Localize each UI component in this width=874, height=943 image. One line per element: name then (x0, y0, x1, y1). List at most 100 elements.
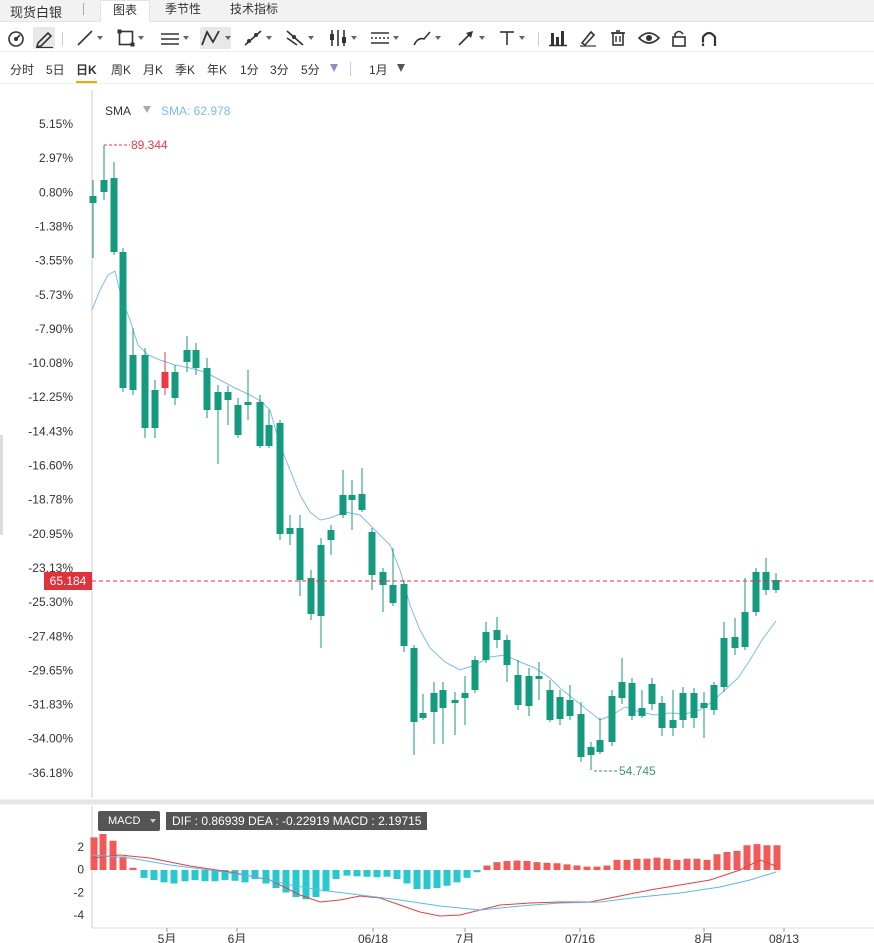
draw-icon[interactable] (578, 27, 598, 49)
parallel-lines-icon[interactable] (160, 27, 189, 49)
pattern-icon[interactable] (200, 27, 231, 49)
candle-up (161, 352, 169, 395)
candle-down (525, 668, 533, 716)
candle-body (514, 675, 522, 705)
candle-body (244, 402, 252, 405)
macd-histogram-bar (221, 870, 229, 881)
gauge-icon[interactable] (6, 27, 26, 49)
pencil-icon[interactable] (33, 27, 55, 49)
period-5day[interactable]: 5日 (46, 63, 65, 77)
tab-chart[interactable]: 图表 (100, 0, 151, 22)
candle-down (317, 538, 325, 648)
range-select[interactable]: 1月 (369, 63, 388, 77)
macd-histogram-bar (673, 859, 681, 870)
candle-body (368, 532, 376, 575)
period-1min[interactable]: 1分 (240, 63, 259, 77)
candle-down (762, 558, 770, 595)
macd-histogram-bar (302, 870, 310, 900)
macd-histogram-bar (383, 870, 391, 877)
period-monthly[interactable]: 月K (143, 63, 164, 77)
candle-body (451, 700, 459, 703)
tab-technical-indicators[interactable]: 技术指标 (230, 2, 279, 16)
macd-histogram-bar (373, 870, 381, 878)
eye-icon[interactable] (638, 27, 660, 49)
candle-down (358, 468, 366, 512)
candle-down (286, 515, 294, 545)
tab-bar: 现货白银 图表 季节性 技术指标 (0, 0, 874, 22)
text-icon[interactable] (498, 27, 525, 49)
macd-y-label: -4 (73, 908, 84, 922)
trash-icon[interactable] (609, 27, 627, 49)
macd-histogram-bar (543, 862, 551, 870)
candle-down (535, 662, 543, 700)
price-chart[interactable]: 5.15% 2.97% 0.80% -1.38% -3.55% -5.73% -7.90% -… (0, 90, 874, 943)
period-quarterly[interactable]: 季K (175, 63, 196, 77)
rectangle-icon[interactable] (117, 27, 144, 49)
y-axis-label: 0.80% (39, 185, 73, 199)
period-weekly[interactable]: 周K (111, 63, 132, 77)
candle-body (276, 423, 284, 534)
y-axis-label: 2.97% (39, 151, 73, 165)
candle-down (224, 386, 232, 425)
period-5min[interactable]: 5分 (301, 63, 320, 77)
candle-body (493, 630, 501, 640)
period-daily[interactable]: 日K (76, 61, 97, 83)
period-yearly[interactable]: 年K (207, 63, 228, 77)
brush-icon[interactable] (412, 27, 441, 49)
candle-body (379, 572, 387, 585)
candle-down (430, 682, 438, 744)
magnet-icon[interactable] (700, 27, 718, 49)
fork-icon[interactable] (285, 27, 314, 49)
candle-body (296, 528, 304, 580)
candle-down (100, 145, 108, 200)
more-periods-dropdown[interactable] (330, 64, 338, 72)
macd-histogram-bar (140, 870, 148, 878)
candle-body (752, 572, 760, 612)
sma-label[interactable]: SMA (105, 104, 132, 118)
macd-histogram-bar (343, 870, 351, 876)
candle-body (410, 648, 418, 722)
candle-down (493, 617, 501, 648)
y-axis-label: -1.38% (35, 219, 73, 233)
line-icon[interactable] (76, 27, 103, 49)
macd-histogram-bar (150, 870, 158, 881)
macd-indicator-select[interactable]: MACD (98, 811, 160, 831)
macd-histogram-bar (693, 858, 701, 870)
macd-histogram-bar (703, 859, 711, 870)
period-3min[interactable]: 3分 (270, 63, 289, 77)
candle-down (276, 420, 284, 540)
candle-body (119, 252, 127, 388)
macd-histogram-bar (353, 870, 361, 877)
candle-body (358, 494, 366, 510)
candle-body (618, 682, 626, 698)
lock-icon[interactable] (670, 27, 688, 49)
arrow-icon[interactable] (456, 27, 485, 49)
candle-body (741, 612, 749, 647)
tab-seasonality[interactable]: 季节性 (165, 2, 202, 16)
candle-down (451, 692, 459, 735)
macd-histogram-bar (241, 870, 249, 883)
macd-histogram-bar (413, 870, 421, 890)
candle-body (577, 714, 585, 757)
channel-icon[interactable] (370, 27, 399, 49)
candle-body (669, 720, 677, 728)
toolbar-divider (538, 32, 539, 46)
candle-body (234, 405, 242, 435)
range-dropdown-icon[interactable] (397, 64, 405, 72)
macd-histogram-bar (633, 858, 641, 870)
candle-body (556, 697, 564, 719)
y-axis-label: -27.48% (28, 629, 73, 643)
candle-body (710, 685, 718, 710)
candles-icon[interactable] (328, 27, 357, 49)
sma-dropdown-icon[interactable] (143, 106, 151, 113)
ray-icon[interactable] (243, 27, 272, 49)
candle-down (471, 656, 479, 693)
left-scroll-handle[interactable] (0, 435, 3, 535)
bars-icon[interactable] (548, 27, 568, 49)
candle-down (327, 525, 335, 555)
candle-down (566, 685, 574, 720)
candle-body (327, 530, 335, 540)
candle-down (379, 568, 387, 612)
candle-body (419, 713, 427, 718)
period-intraday[interactable]: 分时 (10, 63, 35, 77)
